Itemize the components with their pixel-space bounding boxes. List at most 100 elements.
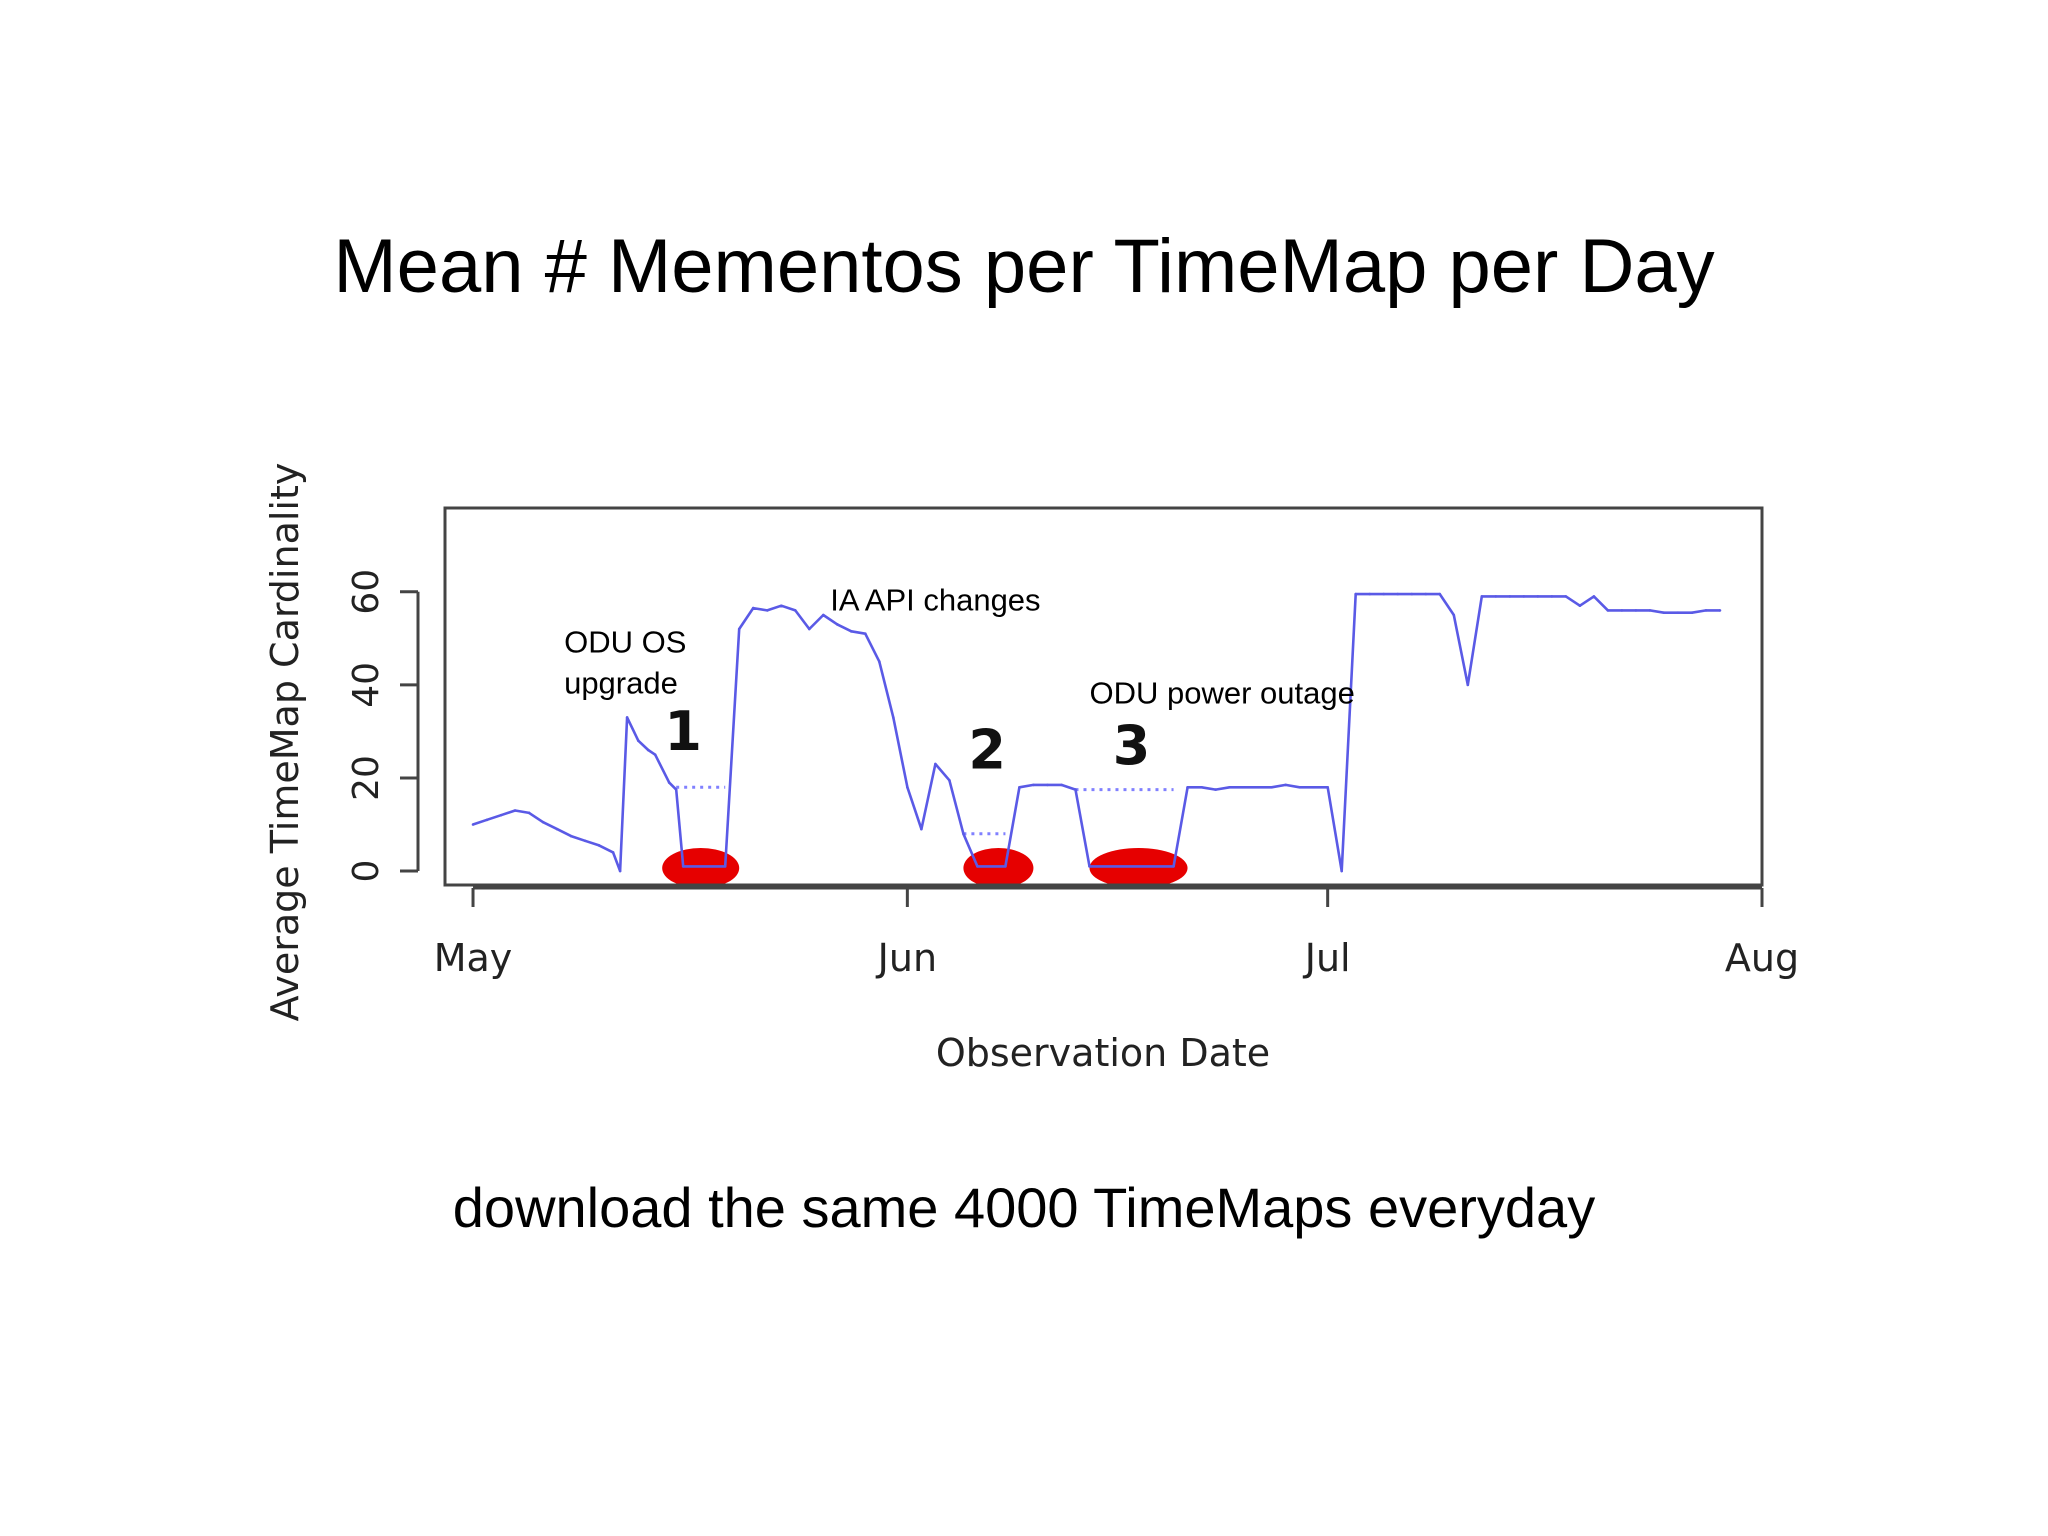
data-point (1060, 783, 1063, 787)
annotations: ODU OS upgrade IA API changes ODU power out… (564, 582, 1355, 781)
data-point (625, 716, 629, 719)
data-point (1508, 595, 1512, 598)
data-point (1228, 785, 1231, 789)
x-tick-label: May (434, 936, 513, 980)
data-point (821, 613, 825, 617)
data-point (1620, 609, 1624, 612)
data-point (1270, 785, 1273, 789)
annotation-2: IA API changes (830, 582, 1040, 617)
gap-lines (676, 785, 1174, 836)
data-point (948, 778, 951, 782)
y-axis: 0 20 40 60 (346, 569, 420, 882)
data-point (1004, 865, 1007, 868)
data-point (1676, 611, 1680, 615)
data-point (1214, 788, 1217, 791)
highlight-ellipses (662, 848, 1188, 889)
y-tick-label: 40 (346, 662, 387, 708)
annotation-line: IA API changes (830, 582, 1040, 617)
data-point (1326, 785, 1329, 789)
data-point (527, 811, 531, 815)
slide-caption: download the same 4000 TimeMaps everyday (452, 1176, 1596, 1239)
data-point (513, 809, 517, 812)
data-point (637, 739, 640, 743)
data-point (807, 627, 811, 631)
plot-frame (443, 506, 1764, 887)
data-point (1256, 785, 1259, 789)
data-point (1606, 609, 1610, 612)
data-point (569, 834, 573, 838)
annotation-line: ODU power outage (1089, 675, 1354, 710)
data-point (850, 630, 853, 633)
data-point (1368, 592, 1372, 596)
data-point (835, 623, 839, 626)
slide-title: Mean # Mementos per TimeMap per Day (333, 224, 1715, 309)
data-point (1550, 595, 1554, 598)
data-point (1340, 869, 1343, 873)
data-point (1564, 595, 1568, 598)
data-point (1438, 592, 1442, 596)
data-point (1354, 592, 1357, 596)
data-point (555, 827, 559, 831)
data-point (765, 609, 769, 612)
data-point (934, 762, 937, 766)
data-point (1172, 865, 1175, 868)
data-point (1466, 683, 1470, 687)
data-point (583, 839, 587, 843)
data-point (892, 716, 895, 719)
data-point (618, 869, 622, 873)
data-point (597, 844, 601, 847)
data-point (611, 851, 615, 854)
data-point (1074, 788, 1077, 791)
y-axis-title: Average TimeMap Cardinality (263, 463, 307, 1022)
data-point (1186, 785, 1189, 789)
data-point (1032, 783, 1035, 787)
data-point (1382, 592, 1386, 596)
data-point (1578, 604, 1582, 608)
data-point (1536, 595, 1540, 598)
outage-highlight-1 (662, 848, 740, 889)
outage-highlight-3 (1089, 848, 1188, 889)
data-point (667, 781, 671, 784)
data-point (1200, 785, 1203, 789)
data-point (1522, 595, 1526, 598)
data-point (1480, 595, 1484, 598)
data-point (471, 823, 475, 826)
outage-highlight-2 (963, 848, 1034, 889)
data-point (1424, 592, 1428, 596)
data-point (864, 632, 867, 635)
data-point (653, 753, 657, 756)
data-point (906, 785, 909, 789)
data-point (646, 748, 650, 752)
outage-number-3: 3 (1113, 714, 1151, 777)
data-point (1242, 785, 1245, 789)
data-point (1704, 609, 1708, 612)
x-axis-title: Observation Date (936, 1031, 1270, 1075)
data-point (779, 604, 783, 608)
data-point (485, 818, 489, 822)
data-point (1284, 783, 1287, 787)
data-point (1592, 595, 1596, 598)
data-point (1396, 592, 1400, 596)
x-tick-label: Aug (1725, 936, 1799, 980)
x-tick-label: Jun (876, 936, 937, 980)
data-point (751, 606, 755, 610)
data-point (1718, 609, 1722, 612)
data-point (878, 660, 881, 663)
data-point (1410, 592, 1414, 596)
x-axis: May Jun Jul Aug (434, 886, 1799, 980)
data-point (681, 865, 685, 868)
data-point (793, 609, 797, 612)
annotation-3: ODU power outage (1089, 675, 1354, 710)
data-point (962, 832, 965, 836)
data-point (1018, 785, 1021, 789)
data-point (1494, 595, 1498, 598)
data-point (1088, 865, 1091, 868)
data-point (1452, 613, 1456, 617)
annotation-line: ODU OS (564, 624, 686, 659)
y-tick-label: 20 (346, 755, 387, 801)
data-point (1046, 783, 1049, 787)
outage-number-1: 1 (664, 700, 702, 763)
data-point (723, 865, 727, 868)
data-point (1662, 611, 1666, 615)
